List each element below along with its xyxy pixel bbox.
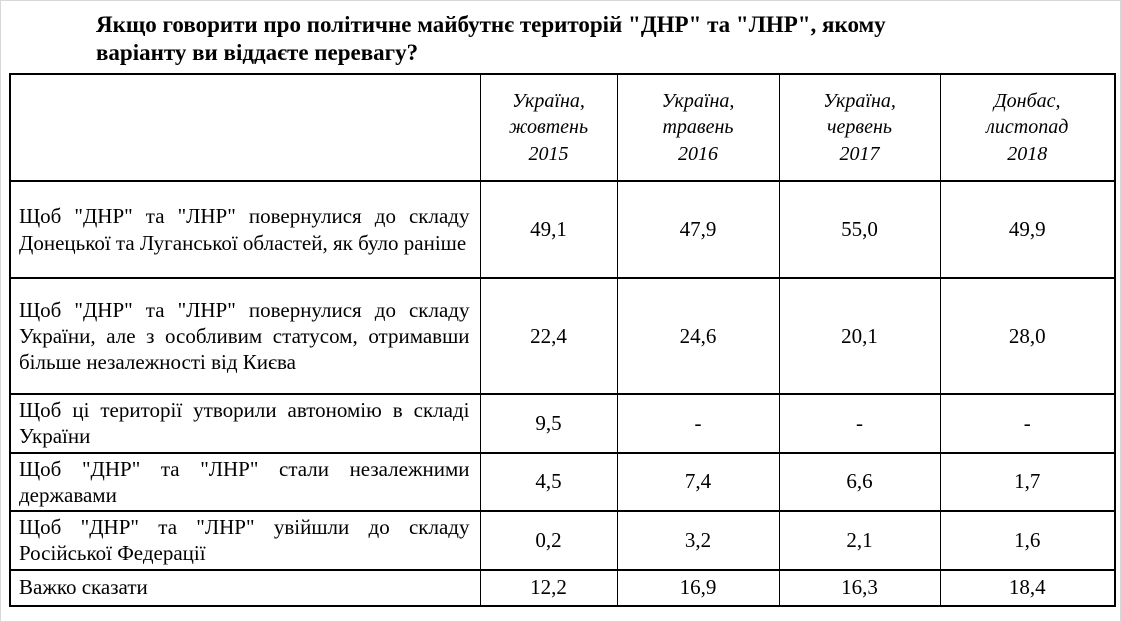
cell-value: 49,9	[939, 180, 1116, 280]
row-label: Щоб "ДНР" та "ЛНР" стали незалежними дер…	[9, 451, 481, 513]
row-label: Важко сказати	[9, 568, 481, 607]
row-label: Щоб "ДНР" та "ЛНР" повернулися до складу…	[9, 180, 481, 280]
cell-value: 9,5	[479, 393, 618, 454]
table-row: Щоб "ДНР" та "ЛНР" повернулися до складу…	[9, 180, 1116, 280]
row-label: Щоб "ДНР" та "ЛНР" повернулися до складу…	[9, 277, 481, 396]
table-row: Важко сказати 12,2 16,9 16,3 18,4	[9, 568, 1116, 607]
cell-value: 55,0	[778, 180, 941, 280]
cell-value: 1,6	[939, 510, 1116, 571]
cell-value: -	[939, 393, 1116, 454]
cell-value: 1,7	[939, 451, 1116, 513]
cell-value: 16,3	[778, 568, 941, 607]
table-row: Щоб "ДНР" та "ЛНР" увійшли до складу Рос…	[9, 510, 1116, 571]
cell-value: 16,9	[616, 568, 780, 607]
corner-cell	[9, 73, 481, 183]
cell-value: 12,2	[479, 568, 618, 607]
cell-value: 24,6	[616, 277, 780, 396]
column-header-ukraine-october-2015: Україна, жовтень 2015	[479, 73, 618, 183]
row-label: Щоб "ДНР" та "ЛНР" увійшли до складу Рос…	[9, 510, 481, 571]
cell-value: 28,0	[939, 277, 1116, 396]
cell-value: 22,4	[479, 277, 618, 396]
cell-value: 7,4	[616, 451, 780, 513]
survey-question-title: Якщо говорити про політичне майбутнє тер…	[96, 12, 886, 66]
column-header-ukraine-june-2017: Україна, червень 2017	[778, 73, 941, 183]
results-table: Україна, жовтень 2015 Україна, травень 2…	[9, 73, 1116, 607]
cell-value: -	[616, 393, 780, 454]
cell-value: 3,2	[616, 510, 780, 571]
header-row: Україна, жовтень 2015 Україна, травень 2…	[9, 73, 1116, 183]
column-header-ukraine-may-2016: Україна, травень 2016	[616, 73, 780, 183]
column-header-donbas-november-2018: Донбас, листопад 2018	[939, 73, 1116, 183]
table-row: Щоб ці території утворили автономію в ск…	[9, 393, 1116, 454]
cell-value: 49,1	[479, 180, 618, 280]
cell-value: 2,1	[778, 510, 941, 571]
cell-value: 0,2	[479, 510, 618, 571]
table-row: Щоб "ДНР" та "ЛНР" стали незалежними дер…	[9, 451, 1116, 513]
cell-value: 47,9	[616, 180, 780, 280]
cell-value: 6,6	[778, 451, 941, 513]
cell-value: 20,1	[778, 277, 941, 396]
cell-value: -	[778, 393, 941, 454]
table-row: Щоб "ДНР" та "ЛНР" повернулися до складу…	[9, 277, 1116, 396]
cell-value: 18,4	[939, 568, 1116, 607]
row-label: Щоб ці території утворили автономію в ск…	[9, 393, 481, 454]
cell-value: 4,5	[479, 451, 618, 513]
